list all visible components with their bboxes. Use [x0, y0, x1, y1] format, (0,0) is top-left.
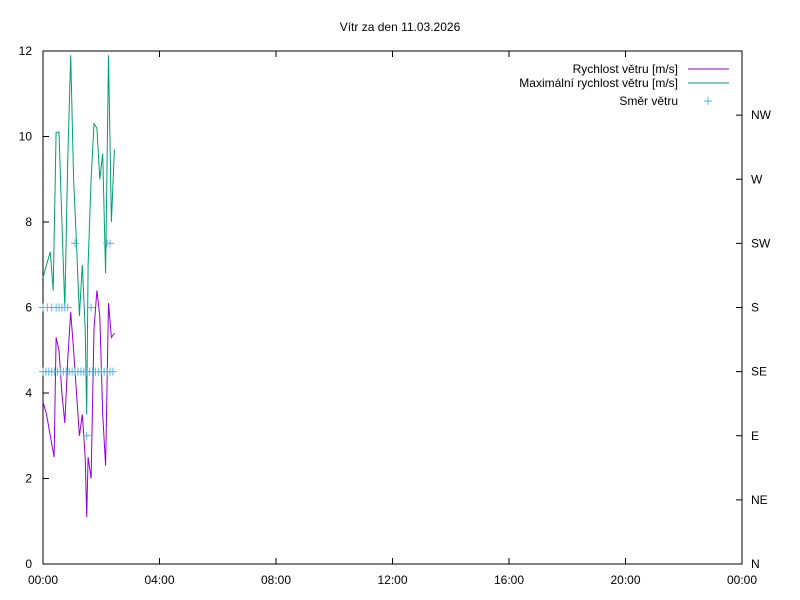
legend-label: Rychlost větru [m/s]	[573, 62, 678, 76]
x-tick-label: 20:00	[610, 573, 640, 587]
direction-point	[105, 239, 114, 248]
direction-point	[63, 303, 72, 312]
max-speed-line	[42, 55, 115, 415]
plot-frame	[42, 50, 743, 565]
y2-tick-label: SW	[751, 236, 771, 250]
x-tick-label: 00:00	[727, 573, 757, 587]
x-tick-label: 04:00	[144, 573, 174, 587]
x-axis: 00:00 04:00 08:00 12:00 16:00 20:00 00:00	[28, 51, 757, 587]
y-tick-label: 12	[19, 44, 33, 58]
chart-title: Vítr za den 11.03.2026	[340, 20, 461, 34]
x-tick-label: 08:00	[261, 573, 291, 587]
y2-tick-label: SE	[751, 365, 767, 379]
speed-line	[42, 290, 115, 518]
y-tick-label: 6	[25, 301, 32, 315]
y2-tick-label: W	[751, 172, 763, 186]
y2-tick-label: S	[751, 301, 759, 315]
direction-point	[108, 367, 117, 376]
direction-point	[82, 431, 91, 440]
y2-tick-label: E	[751, 429, 759, 443]
y2-tick-label: NE	[751, 493, 768, 507]
y-tick-label: 4	[25, 386, 32, 400]
series-layer	[39, 55, 117, 518]
y2-tick-label: N	[751, 557, 760, 571]
y-tick-label: 10	[19, 130, 33, 144]
y-tick-label: 2	[25, 472, 32, 486]
y-tick-label: 0	[25, 557, 32, 571]
x-tick-label: 16:00	[494, 573, 524, 587]
legend-label: Směr větru	[619, 94, 678, 108]
y-axis-left: 0 2 4 6 8 10 12	[19, 44, 49, 571]
y2-tick-label: NW	[751, 108, 772, 122]
legend: Rychlost větru [m/s]Maximální rychlost v…	[519, 62, 729, 108]
y-axis-right: N NE E SE S SW W NW	[736, 108, 772, 571]
y-tick-label: 8	[25, 215, 32, 229]
legend-swatch	[704, 97, 712, 105]
direction-point	[71, 239, 80, 248]
x-tick-label: 00:00	[28, 573, 58, 587]
legend-label: Maximální rychlost větru [m/s]	[519, 76, 678, 90]
x-tick-label: 12:00	[377, 573, 407, 587]
direction-point	[87, 303, 96, 312]
